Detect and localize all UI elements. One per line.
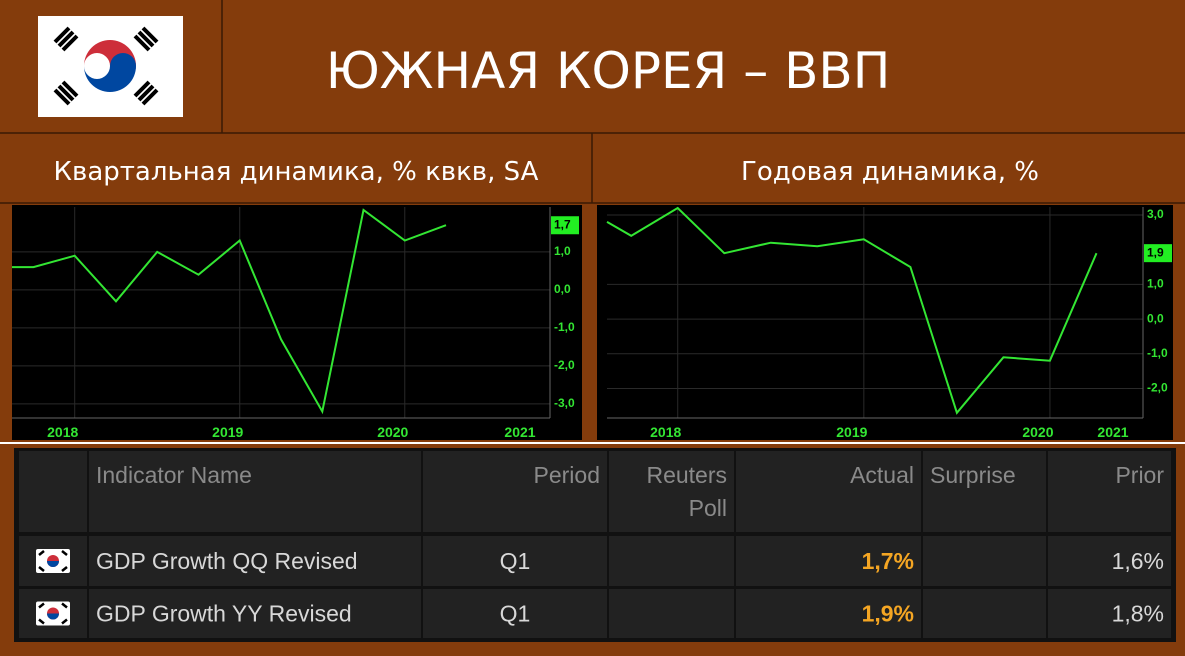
chart-title: Квартальная динамика, % кв‍кв, SA	[54, 157, 539, 187]
table-cell	[423, 536, 607, 586]
x-tick-label: 2019	[212, 424, 243, 440]
table-cell-text: Q1	[500, 601, 531, 627]
x-tick-label: 2019	[836, 424, 867, 440]
column-header: Actual	[850, 462, 914, 488]
last-value-badge	[551, 216, 579, 235]
table-cell	[1048, 536, 1171, 586]
table-cell-text: GDP Growth YY Revised	[96, 601, 352, 627]
table-cell	[89, 536, 421, 586]
x-tick-label: 2018	[47, 424, 78, 440]
y-tick-label: -1,0	[1147, 346, 1168, 360]
y-tick-label: -2,0	[1147, 381, 1168, 395]
table-cell	[423, 589, 607, 638]
table-cell	[736, 451, 921, 532]
table-cell	[736, 536, 921, 586]
table-cell	[609, 589, 734, 638]
table-cell-text: 1,7%	[862, 548, 914, 574]
table-cell	[1048, 589, 1171, 638]
x-tick-label: 2020	[377, 424, 408, 440]
x-tick-label: 2018	[650, 424, 681, 440]
last-value-badge	[1144, 244, 1172, 263]
flag	[38, 16, 183, 117]
y-tick-label: 1,0	[554, 244, 571, 258]
column-header: Period	[534, 462, 600, 488]
data-line	[12, 208, 447, 415]
chart-panel	[12, 205, 582, 440]
table-cell-text: Q1	[500, 548, 531, 574]
column-header-line: Reuters	[646, 462, 727, 488]
table-cell	[423, 451, 607, 532]
column-header: Reuters Poll	[646, 462, 727, 521]
table-cell-text: 1,9%	[862, 601, 914, 627]
row-flag	[36, 601, 70, 626]
table-cell-text: GDP Growth QQ Revised	[96, 548, 358, 574]
flag-bars	[38, 602, 68, 625]
table-cell	[19, 451, 87, 532]
flag-emblem	[47, 613, 60, 620]
x-tick-label: 2021	[1097, 424, 1128, 440]
table-cell	[736, 589, 921, 638]
y-tick-label: -2,0	[554, 358, 575, 372]
flag-bars	[38, 550, 68, 572]
y-tick-label: -1,0	[554, 320, 575, 334]
x-tick-label: 2021	[504, 424, 535, 440]
y-tick-label: 0,0	[554, 282, 571, 296]
table-cell	[609, 536, 734, 586]
table-cell	[609, 451, 734, 532]
last-value-label: 1,7	[554, 217, 571, 231]
table-cell	[89, 589, 421, 638]
y-tick-label: -3,0	[554, 396, 575, 410]
table-cell	[923, 536, 1046, 586]
y-tick-label: 1,0	[1147, 277, 1164, 291]
x-tick-label: 2020	[1022, 424, 1053, 440]
column-header: Prior	[1115, 462, 1164, 488]
table-cell	[89, 451, 421, 532]
table-cell	[1048, 451, 1171, 532]
column-header-line: Poll	[689, 495, 727, 521]
y-tick-label: 0,0	[1147, 311, 1164, 325]
chart-title: Годовая динамика, %	[741, 157, 1039, 187]
last-value-label: 1,9	[1147, 245, 1164, 259]
table-cell-text: 1,8%	[1112, 601, 1164, 627]
table-cell	[923, 589, 1046, 638]
table-cell	[923, 451, 1046, 532]
page-title: ЮЖНАЯ КОРЕЯ – ВВП	[326, 42, 891, 100]
column-header: Surprise	[930, 462, 1016, 488]
table-cell-text: 1,6%	[1112, 548, 1164, 574]
data-line	[606, 206, 1098, 415]
row-flag	[36, 549, 70, 573]
chart-panel	[597, 205, 1173, 440]
y-tick-label: 3,0	[1147, 207, 1164, 221]
column-header: Indicator Name	[96, 462, 252, 488]
flag-emblem	[47, 561, 59, 567]
